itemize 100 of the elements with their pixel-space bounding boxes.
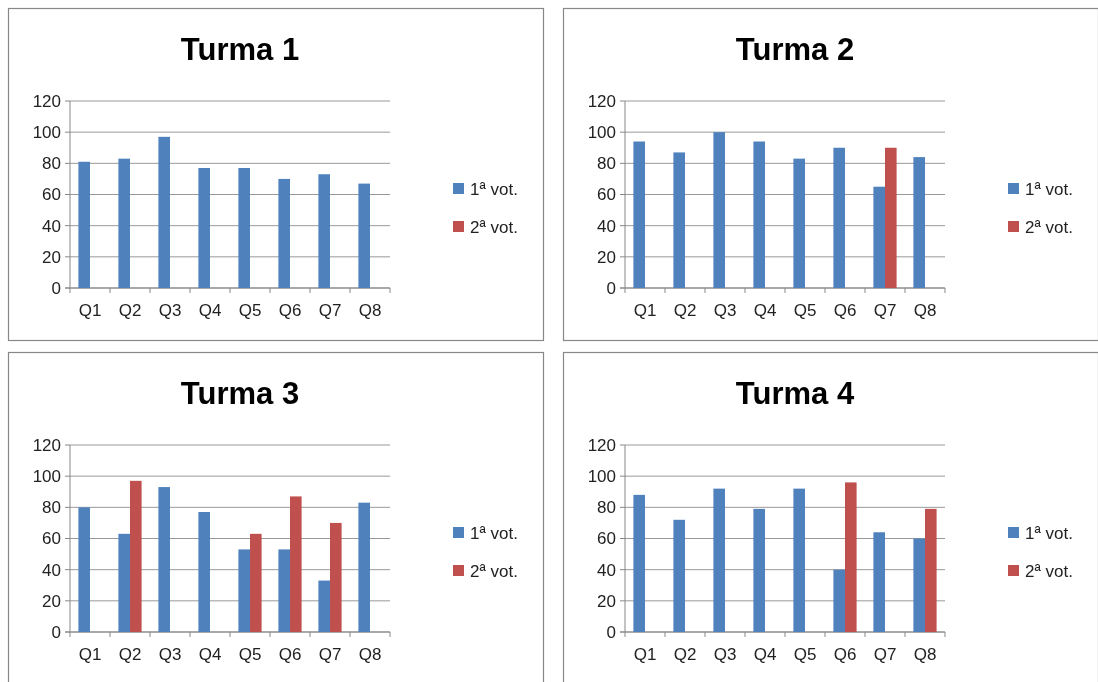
bar	[318, 174, 330, 288]
x-tick-label: Q7	[873, 645, 897, 664]
bar	[238, 549, 250, 632]
y-tick-label: 20	[42, 591, 61, 611]
bar	[793, 488, 805, 632]
x-tick-label: Q5	[793, 301, 817, 320]
bar	[158, 487, 170, 632]
y-tick-label: 100	[587, 123, 616, 143]
bar	[913, 157, 925, 288]
y-tick-label: 40	[597, 216, 616, 236]
legend-label: 1ª vot.	[1025, 179, 1073, 199]
x-tick-label: Q8	[913, 645, 937, 664]
bar	[330, 522, 342, 632]
bar	[713, 488, 725, 632]
legend-label: 2ª vot.	[470, 217, 518, 237]
bar	[925, 508, 937, 632]
bar	[873, 186, 885, 288]
bar	[78, 507, 90, 632]
x-tick-label: Q2	[673, 301, 697, 320]
x-tick-label: Q2	[673, 645, 697, 664]
x-tick-label: Q5	[793, 645, 817, 664]
y-tick-label: 20	[597, 247, 616, 267]
x-tick-label: Q3	[158, 645, 182, 664]
legend-label: 1ª vot.	[1025, 523, 1073, 543]
x-tick-label: Q8	[358, 301, 382, 320]
legend-label: 2ª vot.	[1025, 217, 1073, 237]
bar	[673, 152, 685, 288]
bar	[753, 508, 765, 632]
y-tick-label: 40	[42, 560, 61, 580]
y-tick-label: 120	[32, 435, 61, 455]
bar	[633, 141, 645, 288]
bar	[793, 158, 805, 288]
bar	[913, 538, 925, 632]
y-tick-label: 120	[32, 91, 61, 111]
x-tick-label: Q8	[913, 301, 937, 320]
x-tick-label: Q6	[833, 645, 857, 664]
x-tick-label: Q7	[318, 645, 342, 664]
y-tick-label: 20	[597, 591, 616, 611]
y-tick-label: 60	[42, 529, 61, 549]
x-tick-label: Q1	[78, 301, 102, 320]
x-tick-label: Q5	[238, 301, 262, 320]
x-tick-label: Q6	[278, 645, 302, 664]
y-tick-label: 60	[597, 529, 616, 549]
chart-title: Turma 2	[735, 32, 855, 67]
y-tick-label: 20	[42, 247, 61, 267]
y-tick-label: 80	[42, 498, 61, 518]
x-tick-label: Q6	[278, 301, 302, 320]
x-tick-label: Q2	[118, 645, 142, 664]
bar	[290, 496, 302, 632]
y-tick-label: 100	[587, 467, 616, 487]
x-tick-label: Q4	[753, 301, 777, 320]
y-tick-label: 0	[51, 622, 61, 642]
bar	[278, 549, 290, 632]
y-tick-label: 80	[42, 154, 61, 174]
y-tick-label: 40	[597, 560, 616, 580]
y-tick-label: 60	[597, 185, 616, 205]
legend-label: 2ª vot.	[1025, 561, 1073, 581]
x-tick-label: Q3	[713, 645, 737, 664]
bar	[358, 183, 370, 288]
x-tick-label: Q8	[358, 645, 382, 664]
bar	[238, 168, 250, 288]
x-tick-label: Q4	[753, 645, 777, 664]
bar	[358, 502, 370, 632]
x-tick-label: Q1	[633, 645, 657, 664]
bar	[250, 533, 262, 632]
legend-label: 2ª vot.	[470, 561, 518, 581]
bar	[845, 482, 857, 632]
x-tick-label: Q1	[78, 645, 102, 664]
bar	[713, 132, 725, 288]
bar	[753, 141, 765, 288]
bar	[198, 512, 210, 632]
bar	[130, 480, 142, 632]
y-tick-label: 60	[42, 185, 61, 205]
legend-label: 1ª vot.	[470, 179, 518, 199]
y-tick-label: 80	[597, 154, 616, 174]
y-tick-label: 0	[606, 622, 616, 642]
y-tick-label: 0	[51, 278, 61, 298]
y-tick-label: 100	[32, 123, 61, 143]
x-tick-label: Q5	[238, 645, 262, 664]
x-tick-label: Q3	[158, 301, 182, 320]
bar	[78, 161, 90, 288]
y-tick-label: 120	[587, 91, 616, 111]
bar	[278, 178, 290, 288]
bar	[158, 136, 170, 288]
bar	[118, 158, 130, 288]
x-tick-label: Q1	[633, 301, 657, 320]
x-tick-label: Q7	[318, 301, 342, 320]
chart-title: Turma 4	[735, 376, 855, 411]
bar	[633, 494, 645, 632]
x-tick-label: Q7	[873, 301, 897, 320]
x-tick-label: Q3	[713, 301, 737, 320]
x-tick-label: Q4	[198, 301, 222, 320]
y-tick-label: 0	[606, 278, 616, 298]
bar	[318, 580, 330, 632]
chart-title: Turma 1	[180, 32, 300, 67]
y-tick-label: 40	[42, 216, 61, 236]
y-tick-label: 100	[32, 467, 61, 487]
bar	[198, 168, 210, 288]
y-tick-label: 80	[597, 498, 616, 518]
bar	[673, 519, 685, 632]
